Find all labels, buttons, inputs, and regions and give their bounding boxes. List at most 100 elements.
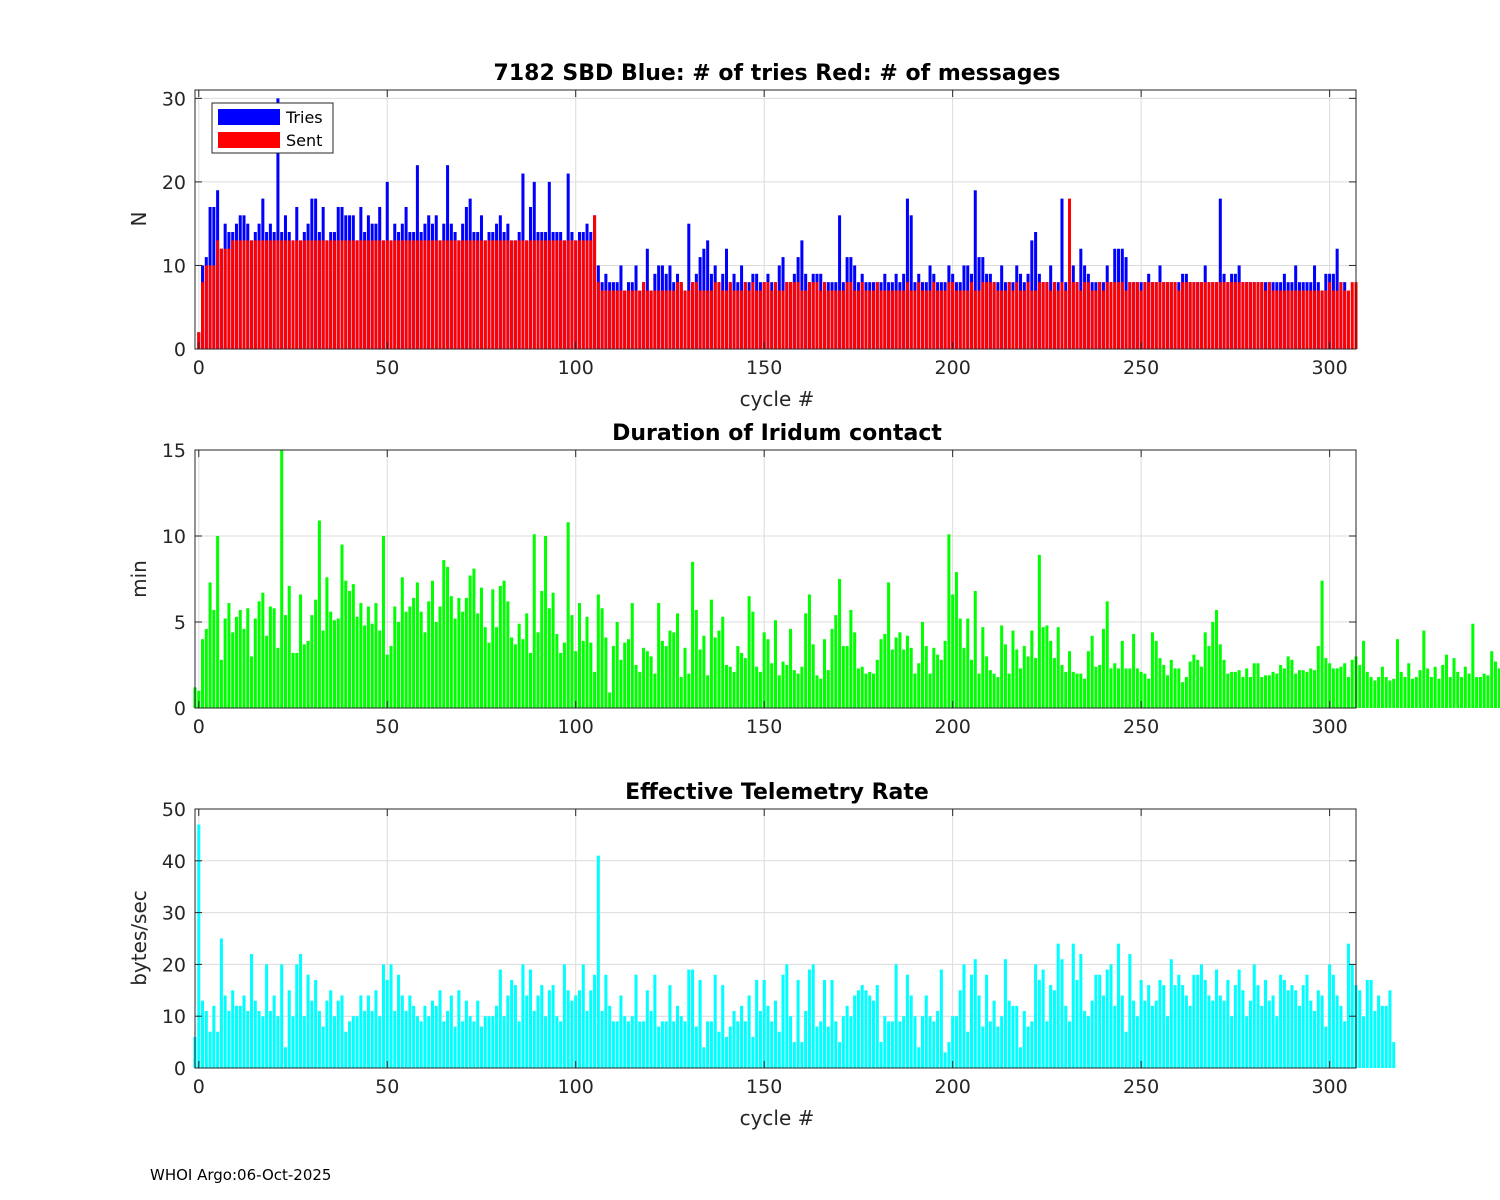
bar-duration-327 — [1429, 677, 1433, 708]
bar-sent-144 — [740, 290, 744, 349]
legend-label-tries: Tries — [285, 108, 323, 127]
x-tick-label: 200 — [935, 716, 971, 738]
bar-sent-48 — [378, 240, 382, 349]
bar-rate-194 — [928, 1016, 932, 1068]
bar-rate-69 — [457, 990, 461, 1068]
bar-duration-56 — [408, 606, 412, 708]
bar-rate-39 — [344, 1031, 348, 1068]
bar-sent-66 — [446, 240, 450, 349]
bar-duration-200 — [951, 594, 955, 708]
bar-duration-248 — [1132, 634, 1136, 708]
bar-rate-195 — [932, 1021, 936, 1068]
bar-rate-46 — [370, 1011, 374, 1068]
bar-duration-272 — [1222, 659, 1226, 708]
bar-duration-293 — [1301, 670, 1305, 708]
bar-duration-5 — [216, 536, 220, 708]
bar-duration-311 — [1369, 677, 1373, 708]
bar-tries-206 — [973, 190, 977, 349]
bar-sent-222 — [1034, 290, 1038, 349]
bar-sent-268 — [1207, 282, 1211, 349]
bar-sent-126 — [672, 290, 676, 349]
bar-rate-143 — [736, 1021, 740, 1068]
bar-duration-243 — [1113, 663, 1117, 708]
bar-duration-229 — [1060, 665, 1064, 708]
bar-sent-197 — [939, 290, 943, 349]
bar-rate-295 — [1309, 1000, 1313, 1068]
bar-duration-97 — [562, 642, 566, 708]
bar-tries-188 — [905, 198, 909, 349]
bar-sent-151 — [766, 282, 770, 349]
bar-sent-63 — [434, 240, 438, 349]
bar-sent-263 — [1188, 282, 1192, 349]
bar-sent-123 — [660, 290, 664, 349]
bar-sent-287 — [1279, 290, 1283, 349]
bar-duration-44 — [363, 625, 367, 708]
bar-duration-11 — [238, 609, 242, 708]
bar-sent-141 — [728, 282, 732, 349]
bar-sent-240 — [1101, 290, 1105, 349]
bar-sent-73 — [472, 240, 476, 349]
bar-sent-78 — [491, 240, 495, 349]
bar-duration-250 — [1139, 671, 1143, 708]
bar-rate-187 — [902, 1016, 906, 1068]
legend-label-sent: Sent — [286, 131, 322, 150]
bar-rate-234 — [1079, 954, 1083, 1068]
bar-duration-276 — [1237, 670, 1241, 708]
bar-duration-289 — [1286, 656, 1290, 708]
bar-duration-17 — [261, 592, 265, 708]
bar-rate-251 — [1143, 1000, 1147, 1068]
bar-sent-184 — [890, 290, 894, 349]
bar-duration-207 — [977, 673, 981, 708]
bar-rate-102 — [581, 964, 585, 1068]
bar-duration-269 — [1211, 622, 1215, 708]
bar-sent-295 — [1309, 290, 1313, 349]
bar-duration-224 — [1041, 627, 1045, 708]
bar-duration-93 — [547, 608, 551, 708]
bar-rate-159 — [796, 979, 800, 1068]
bar-sent-43 — [359, 240, 363, 349]
bar-sent-87 — [525, 240, 529, 349]
bar-sent-306 — [1350, 282, 1354, 349]
bar-sent-138 — [717, 282, 721, 349]
bar-sent-71 — [464, 240, 468, 349]
x-tick-label: 250 — [1123, 716, 1159, 738]
bar-sent-221 — [1030, 290, 1034, 349]
bar-sent-305 — [1346, 290, 1350, 349]
bar-rate-233 — [1075, 979, 1079, 1068]
bar-sent-193 — [924, 290, 928, 349]
bar-sent-77 — [487, 240, 491, 349]
bar-duration-32 — [317, 520, 321, 708]
bar-duration-291 — [1294, 673, 1298, 708]
bar-sent-188 — [905, 282, 909, 349]
bar-duration-321 — [1407, 663, 1411, 708]
bar-duration-246 — [1124, 668, 1128, 708]
bar-rate-298 — [1320, 995, 1324, 1068]
bar-rate-189 — [909, 995, 913, 1068]
bar-sent-167 — [826, 290, 830, 349]
bar-rate-122 — [657, 1026, 661, 1068]
bar-duration-57 — [412, 597, 416, 708]
bar-duration-231 — [1068, 651, 1072, 708]
bar-sent-131 — [691, 282, 695, 349]
bar-duration-16 — [257, 601, 261, 708]
bar-duration-54 — [400, 577, 404, 708]
y-tick-label: 10 — [162, 526, 186, 548]
bar-rate-261 — [1181, 985, 1185, 1068]
bar-sent-198 — [943, 290, 947, 349]
bar-duration-21 — [276, 647, 280, 708]
bar-duration-282 — [1260, 677, 1264, 708]
bar-rate-190 — [913, 1016, 917, 1068]
bar-duration-228 — [1056, 627, 1060, 708]
bar-rate-256 — [1162, 985, 1166, 1068]
bar-duration-159 — [796, 673, 800, 708]
bar-rate-3 — [208, 1031, 212, 1068]
bar-duration-194 — [928, 673, 932, 708]
bar-duration-252 — [1147, 678, 1151, 708]
bar-duration-331 — [1444, 654, 1448, 708]
bar-rate-290 — [1290, 985, 1294, 1068]
bar-duration-215 — [1007, 673, 1011, 708]
bar-sent-226 — [1049, 290, 1053, 349]
bar-duration-234 — [1079, 673, 1083, 708]
bar-rate-24 — [287, 990, 291, 1068]
bar-sent-136 — [709, 290, 713, 349]
